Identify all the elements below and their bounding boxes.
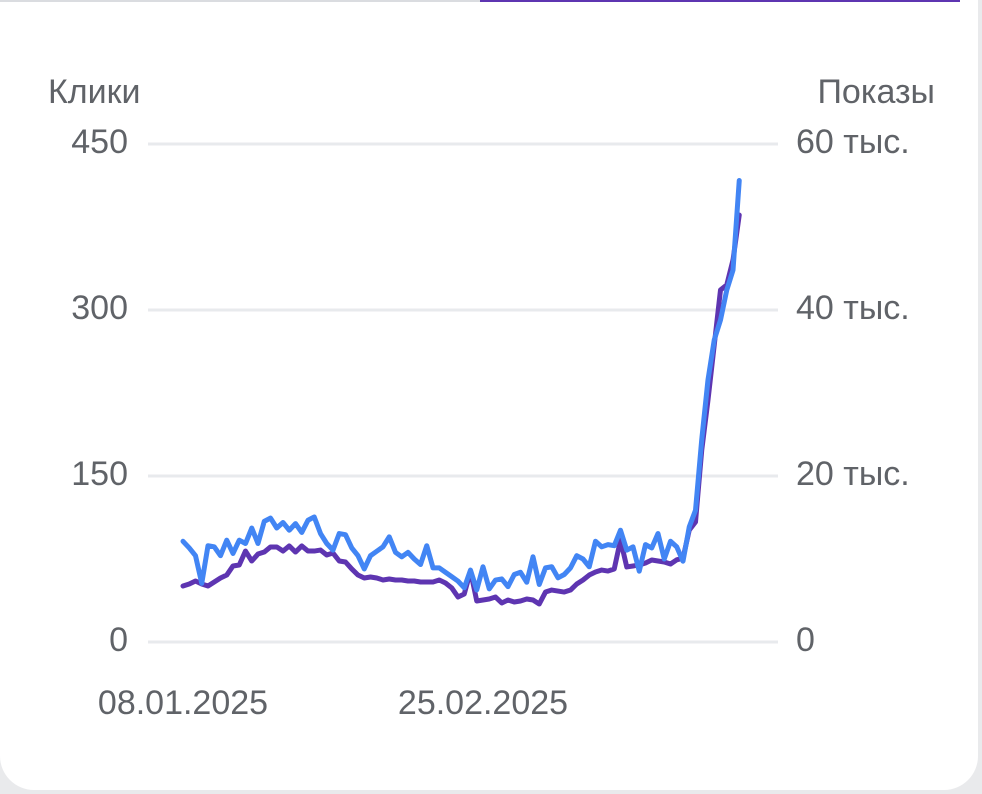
y2-tick-label: 0 (796, 621, 815, 659)
x-tick-label: 08.01.2025 (98, 684, 268, 722)
series-line (180, 212, 742, 607)
y-axis-title: Клики (48, 73, 141, 111)
y2-axis-title: Показы (817, 73, 935, 111)
y2-tick-label: 60 тыс. (796, 123, 910, 161)
y-tick-label: 300 (71, 289, 128, 327)
y-tick-label: 450 (71, 123, 128, 161)
y-tick-label: 0 (109, 621, 128, 659)
y2-tick-label: 40 тыс. (796, 289, 910, 327)
series-line (180, 178, 742, 593)
x-tick-label: 25.02.2025 (398, 684, 568, 722)
y2-tick-label: 20 тыс. (796, 455, 910, 493)
y-tick-label: 150 (71, 455, 128, 493)
